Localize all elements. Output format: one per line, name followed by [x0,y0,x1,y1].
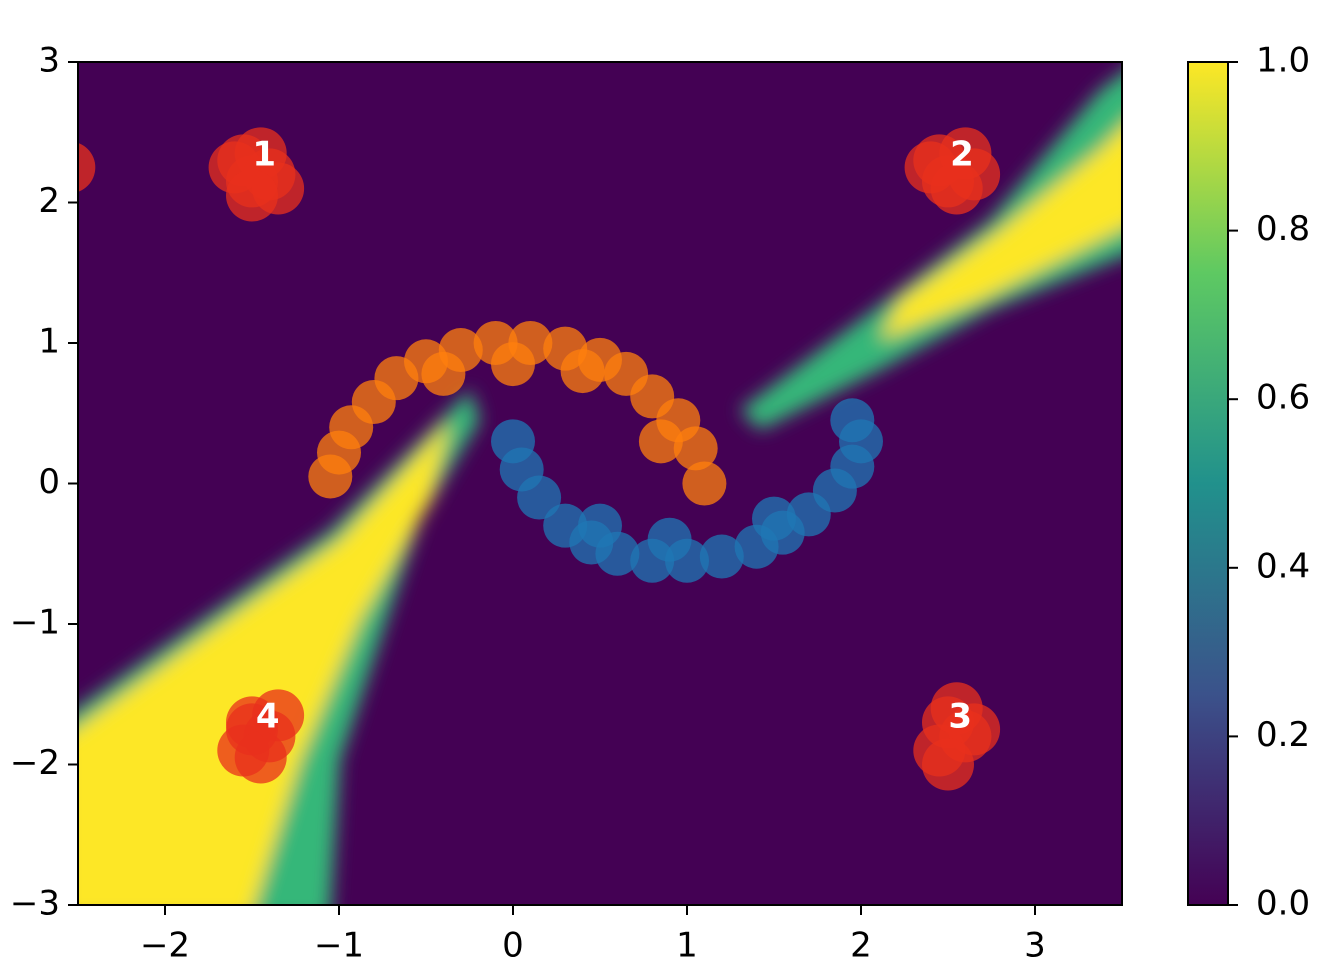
x-tick-label: 1 [676,926,698,966]
colorbar-tick-label: 1.0 [1256,41,1310,81]
point [226,703,278,756]
x-tick-label: −2 [140,926,190,966]
annotation: 3 [948,697,972,737]
point [308,454,353,499]
colorbar [1187,61,1229,906]
x-tick-label: 0 [502,926,524,966]
colorbar-tick-label: 0.6 [1256,378,1310,418]
point [578,503,622,548]
point [491,342,535,387]
annotation: 2 [950,135,974,175]
y-tick-label: −1 [10,603,60,643]
y-tick-label: 1 [38,322,60,362]
point [752,496,796,541]
colorbar-tick-label: 0.8 [1256,209,1310,249]
point [517,475,562,520]
point [421,351,466,396]
point [226,169,278,222]
y-tick-label: 3 [38,41,60,81]
x-tick-label: 2 [850,926,872,966]
point [78,142,96,192]
point [560,349,605,394]
colorbar-tick-label: 0.0 [1256,884,1310,924]
colorbar-tick-label: 0.4 [1256,546,1310,586]
point [922,738,974,791]
x-tick-label: 3 [1024,926,1046,966]
x-tick-label: −1 [314,926,364,966]
colorbar-tick-label: 0.2 [1256,715,1310,755]
y-tick-label: 0 [38,462,60,502]
y-tick-label: −2 [10,743,60,783]
point [682,461,727,506]
point [930,162,983,215]
point [830,398,875,443]
points [78,127,1001,791]
annotation: 1 [252,135,276,175]
y-tick-label: −3 [10,884,60,924]
y-tick-label: 2 [38,181,60,221]
annotation: 4 [256,697,280,737]
point [638,419,683,464]
point [699,534,744,579]
point [647,517,692,562]
